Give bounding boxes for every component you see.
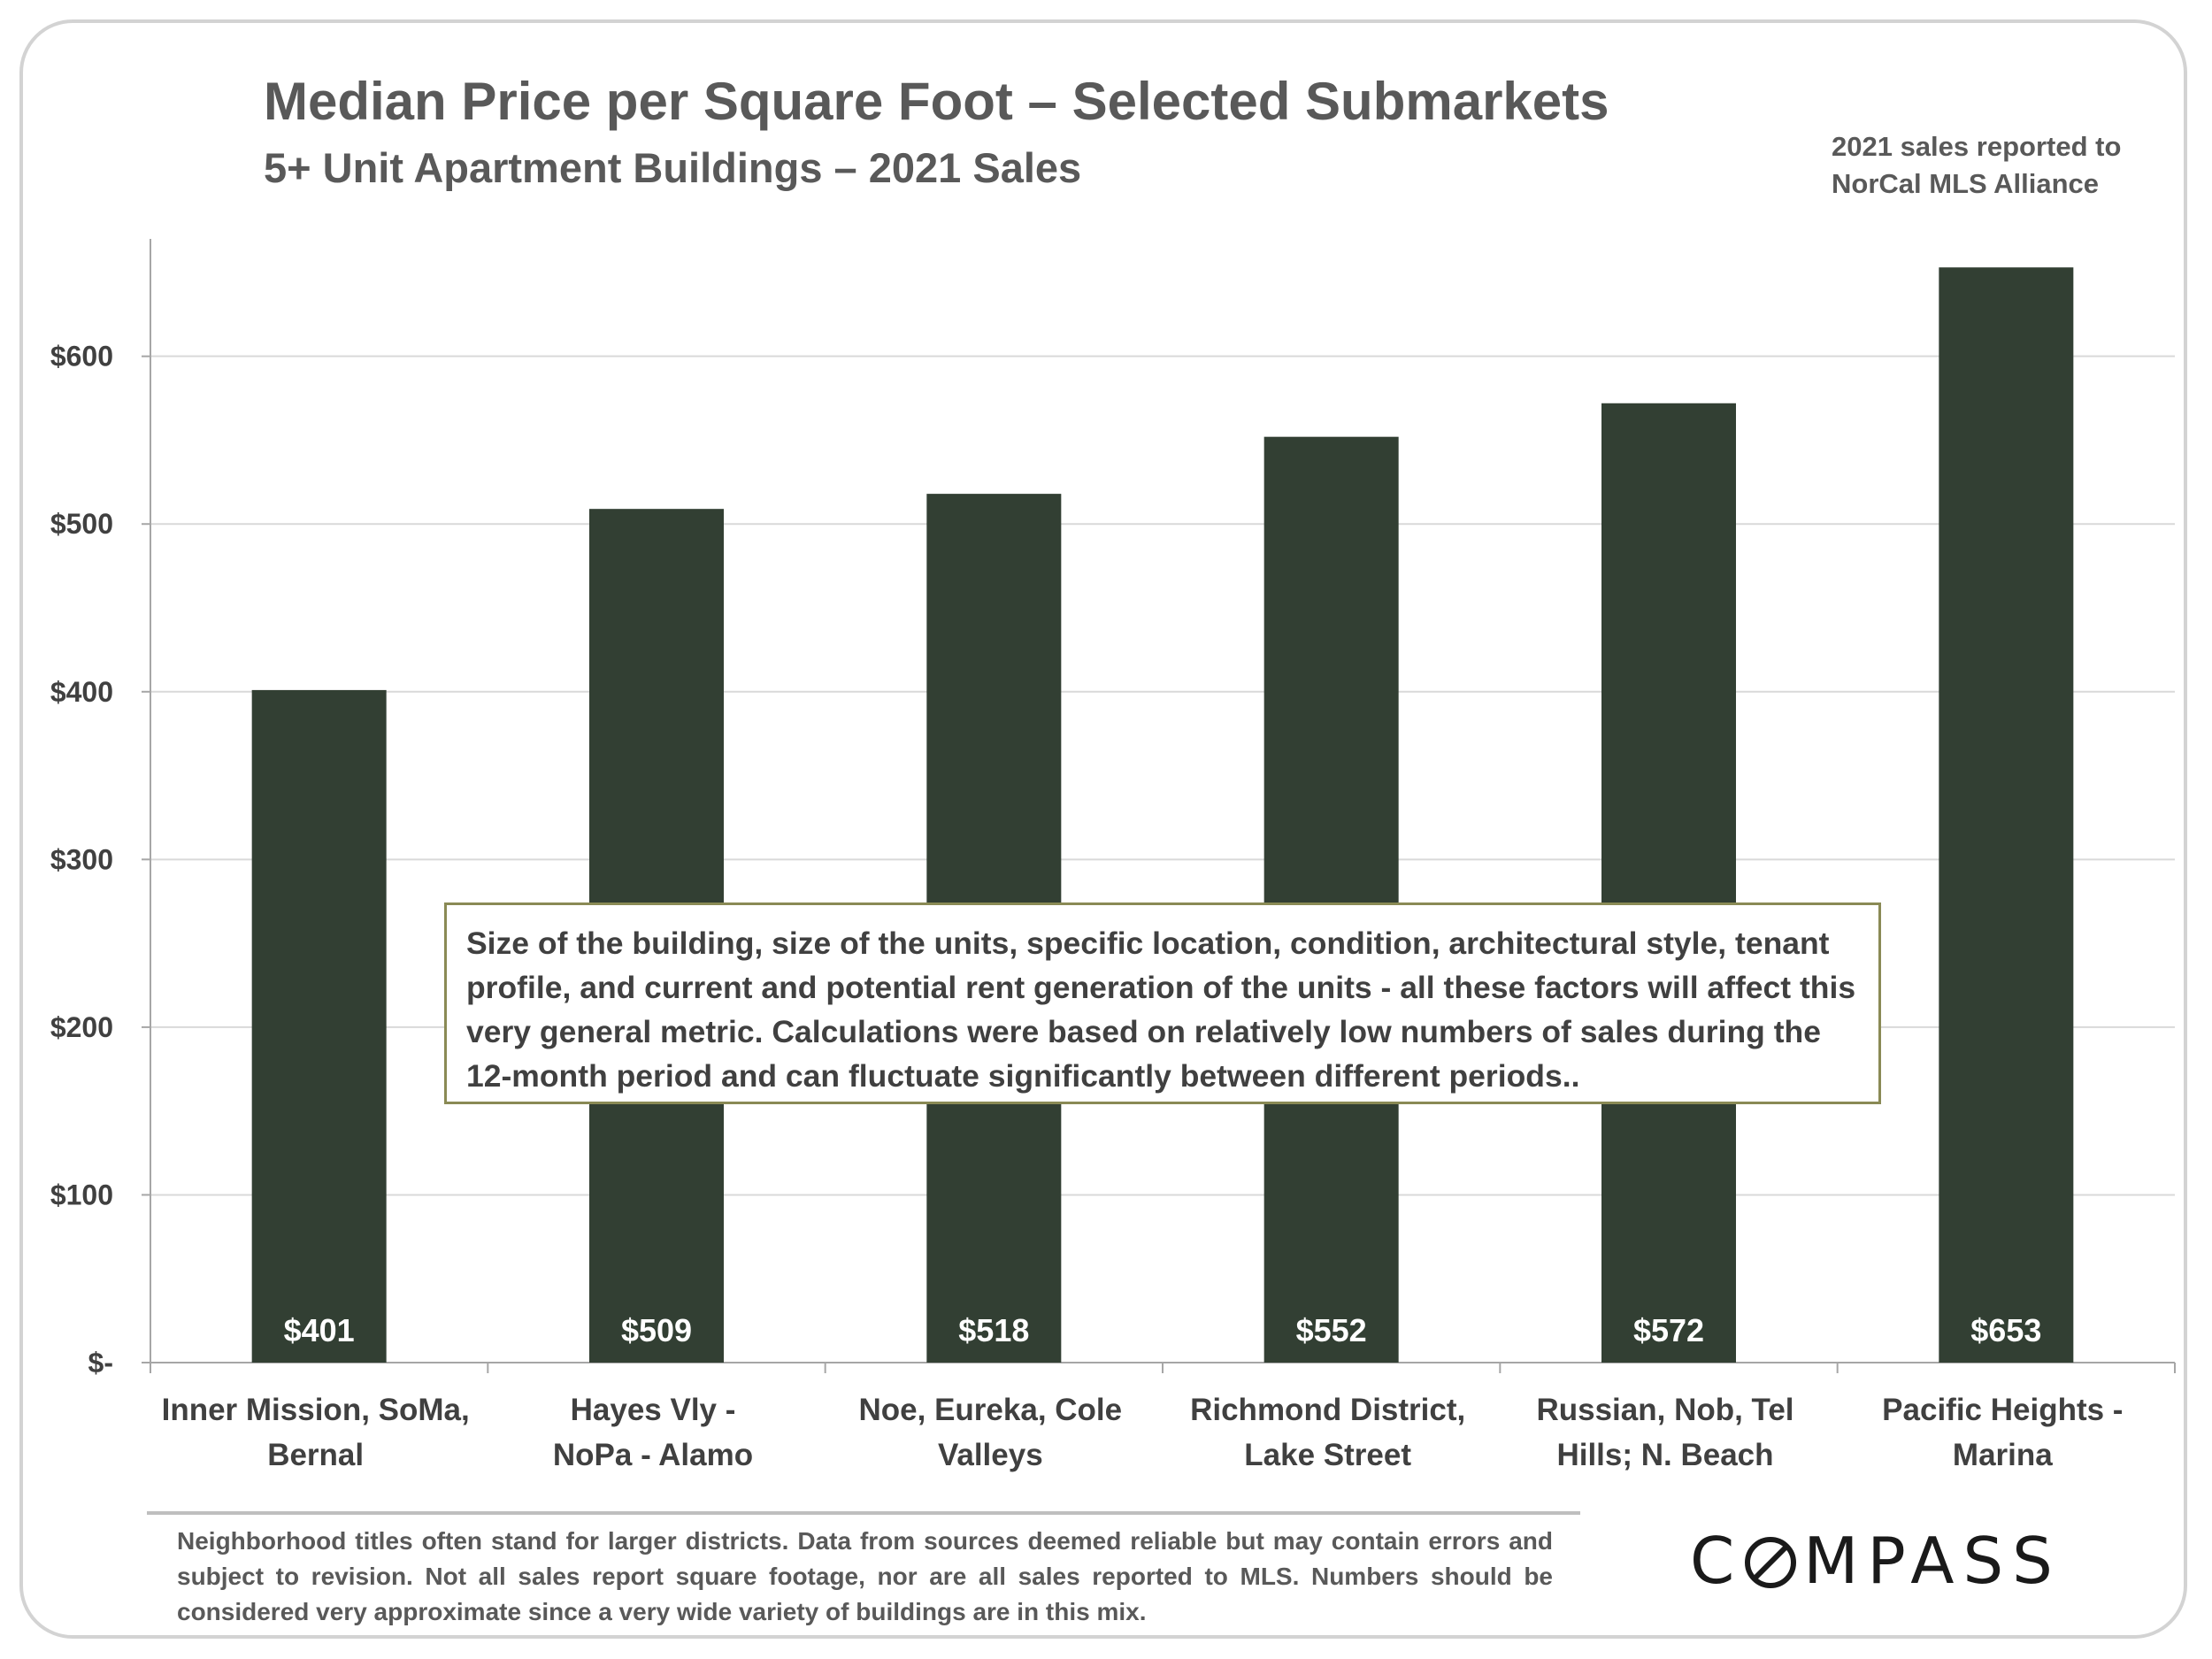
bar: [1263, 436, 1399, 1363]
disclaimer-note: Size of the building, size of the units,…: [444, 902, 1881, 1104]
x-category-label: Richmond District,: [1190, 1393, 1465, 1427]
y-tick-label: $400: [50, 676, 113, 708]
y-tick-label: $600: [50, 341, 113, 373]
x-category-label: Noe, Eureka, Cole: [859, 1393, 1123, 1427]
logo-text-prefix: C: [1690, 1524, 1744, 1598]
footer-text: Neighborhood titles often stand for larg…: [177, 1527, 1553, 1625]
x-category-label: NoPa - Alamo: [553, 1438, 753, 1472]
x-category-label: Russian, Nob, Tel: [1536, 1393, 1793, 1427]
x-category-label: Bernal: [267, 1438, 364, 1472]
x-category-label: Lake Street: [1244, 1438, 1411, 1472]
source-line-2: NorCal MLS Alliance: [1832, 168, 2100, 199]
y-tick-label: $-: [88, 1347, 113, 1379]
bar-value-label: $509: [621, 1312, 692, 1348]
compass-o-icon: [1745, 1537, 1797, 1588]
bar-value-label: $552: [1296, 1312, 1367, 1348]
y-tick-label: $500: [50, 508, 113, 540]
bar-value-label: $653: [1970, 1312, 2041, 1348]
y-tick-label: $300: [50, 843, 113, 875]
x-category-label: Inner Mission, SoMa,: [162, 1393, 470, 1427]
compass-logo: C MPASS: [1690, 1524, 2062, 1598]
y-tick-label: $200: [50, 1011, 113, 1043]
x-category-label: Hayes Vly -: [571, 1393, 736, 1427]
chart-subtitle: 5+ Unit Apartment Buildings – 2021 Sales: [264, 144, 1082, 191]
logo-text-suffix: MPASS: [1803, 1524, 2062, 1598]
source-note: 2021 sales reported to NorCal MLS Allian…: [1832, 128, 2121, 203]
y-tick-label: $100: [50, 1179, 113, 1210]
x-category-label: Pacific Heights -: [1882, 1393, 2123, 1427]
source-line-1: 2021 sales reported to: [1832, 131, 2122, 162]
bar: [251, 689, 387, 1363]
chart-title: Median Price per Square Foot – Selected …: [264, 72, 1609, 131]
x-category-label: Marina: [1953, 1438, 2053, 1472]
bar-value-label: $401: [284, 1312, 355, 1348]
x-category-label: Valleys: [938, 1438, 1043, 1472]
bar-value-label: $518: [958, 1312, 1029, 1348]
footer-divider: [147, 1511, 1580, 1515]
bar: [1601, 403, 1736, 1363]
x-category-label: Hills; N. Beach: [1556, 1438, 1773, 1472]
bar: [1939, 267, 2074, 1363]
bar-value-label: $572: [1633, 1312, 1704, 1348]
